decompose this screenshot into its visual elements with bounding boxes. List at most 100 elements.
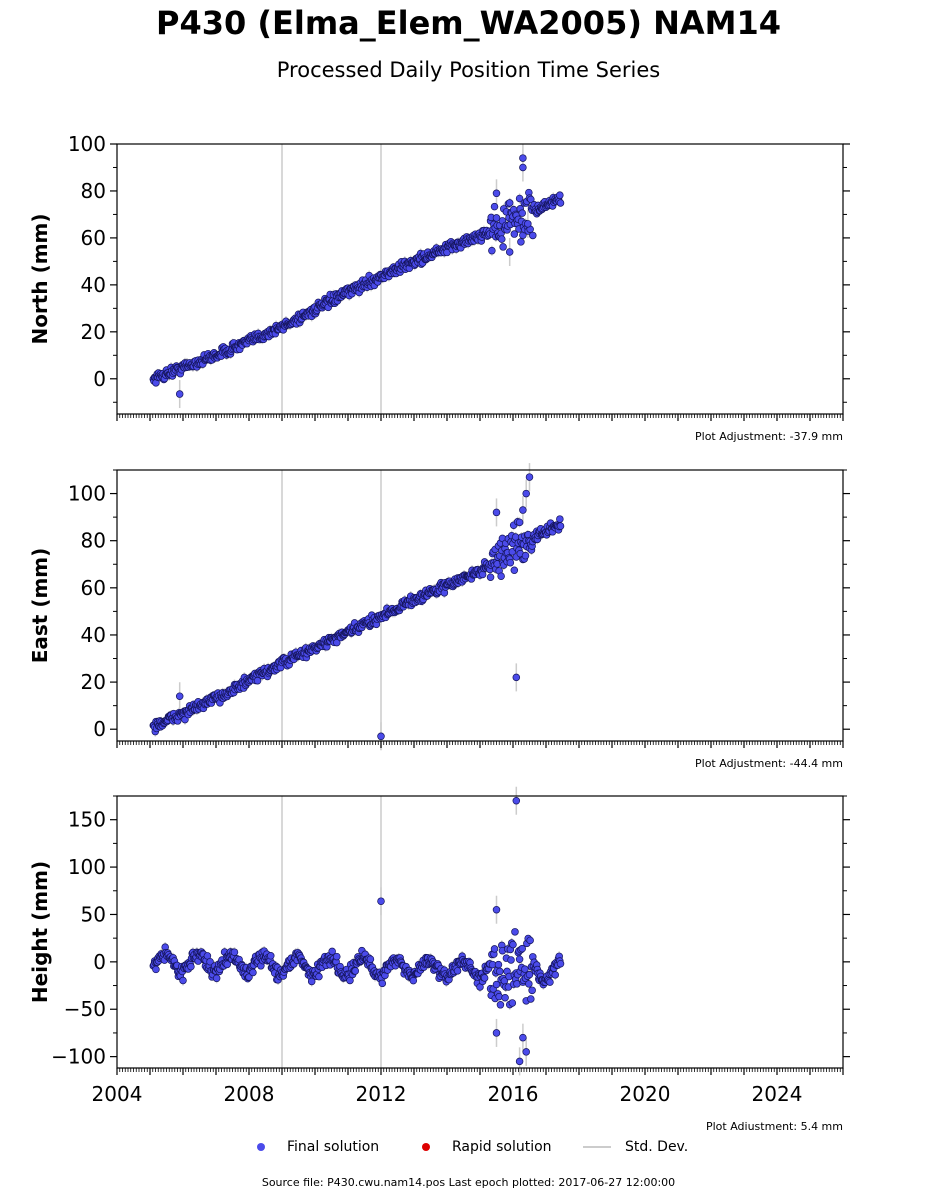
data-point [333, 952, 341, 961]
y-tick-label: 50 [81, 902, 106, 926]
y-tick-label: 100 [68, 482, 106, 506]
data-point [478, 570, 487, 579]
data-point [223, 960, 231, 969]
plot-frame [116, 143, 844, 415]
legend-final: Final solution [257, 1137, 379, 1157]
panel-0: 0 20 40 60 80 100 North (mm) Plot Adjustment: -… [28, 132, 850, 443]
y-axis-label: East (mm) [28, 548, 52, 664]
y-tick-label: 100 [68, 132, 106, 156]
data-point [521, 551, 530, 560]
data-point [556, 522, 565, 530]
data-point [486, 573, 495, 581]
data-point [512, 796, 521, 805]
data-point [508, 999, 517, 1007]
data-point [179, 976, 187, 985]
timeseries-plots: 0 20 40 60 80 100 North (mm) Plot Adjustment: -… [28, 132, 850, 1130]
data-point [351, 967, 360, 975]
data-point [492, 1029, 501, 1037]
data-point [249, 968, 257, 977]
std-dev-line-marker [583, 1146, 611, 1148]
data-point [518, 944, 526, 953]
data-point [527, 195, 535, 204]
data-point [490, 202, 499, 211]
data-point [494, 960, 503, 969]
rapid-solution-marker [422, 1143, 430, 1151]
data-point [492, 980, 501, 989]
data-point [409, 976, 418, 985]
x-tick-label: 2024 [752, 1082, 803, 1106]
data-point [453, 967, 462, 975]
data-point [505, 199, 514, 207]
data-point [480, 974, 489, 982]
data-point [206, 957, 214, 966]
data-point [518, 209, 526, 217]
plot-frame [116, 795, 844, 1069]
data-point [519, 163, 527, 172]
data-point [556, 191, 564, 199]
plot-adjustment-label: Plot Adjustment: -44.4 mm [695, 757, 843, 770]
data-point [522, 1048, 530, 1056]
data-point [525, 473, 534, 481]
data-point [515, 518, 524, 527]
panel-1: 0 20 40 60 80 100 East (mm) Plot Adjustment: -4… [28, 463, 850, 770]
data-point [556, 199, 565, 207]
data-point [526, 936, 534, 945]
y-tick-label: 40 [81, 273, 106, 297]
data-point [328, 947, 336, 956]
x-tick-label: 2016 [488, 1082, 539, 1106]
y-tick-label: 80 [81, 529, 106, 553]
legend-rapid: Rapid solution [422, 1137, 552, 1157]
y-tick-label: 80 [81, 179, 106, 203]
data-point [175, 692, 184, 700]
data-point [366, 955, 375, 963]
y-tick-label: 60 [81, 576, 106, 600]
source-footer: Source file: P430.cwu.nam14.pos Last epo… [261, 1176, 676, 1189]
y-tick-label: 20 [81, 670, 106, 694]
data-point [490, 945, 499, 953]
final-solution-marker [257, 1143, 265, 1151]
y-tick-label: 40 [81, 623, 106, 647]
y-tick-label: −50 [64, 997, 106, 1021]
data-point [515, 1057, 524, 1066]
chart-title: P430 (Elma_Elem_WA2005) NAM14 [155, 4, 782, 42]
data-point [488, 246, 496, 255]
data-point [524, 220, 532, 228]
data-point [525, 980, 533, 988]
data-point [529, 231, 537, 240]
data-point [497, 572, 505, 580]
data-point [507, 956, 515, 964]
data-point [496, 1001, 505, 1009]
data-point [496, 967, 504, 976]
data-point [501, 994, 509, 1002]
data-point [509, 940, 517, 949]
data-point [267, 952, 275, 960]
data-point [519, 506, 527, 514]
data-point [515, 955, 524, 963]
data-point [492, 214, 501, 222]
y-tick-label: 0 [93, 717, 106, 741]
x-tick-label: 2012 [356, 1082, 407, 1106]
data-point [510, 230, 519, 238]
data-point [377, 897, 385, 905]
legend-stddev-label: Std. Dev. [625, 1139, 689, 1155]
y-axis-label: Height (mm) [28, 861, 52, 1003]
data-point [212, 974, 221, 983]
plot-adjustment-label: Plot Adjustment: -37.9 mm [695, 430, 843, 443]
data-point [515, 194, 524, 203]
panel-2: −100 −50 0 50 100 150 2004 2008 2012 2016 2020 2024… [28, 786, 850, 1130]
y-tick-label: 0 [93, 950, 106, 974]
data-point [175, 390, 184, 398]
data-point [528, 986, 536, 995]
data-point [498, 235, 506, 243]
x-tick-label: 2020 [620, 1082, 671, 1106]
data-point [230, 948, 239, 956]
data-point [187, 962, 195, 971]
data-point [556, 959, 565, 968]
data-point [499, 243, 507, 251]
data-point [510, 566, 519, 575]
legend: Final solution Rapid solution Std. Dev. [0, 1137, 937, 1159]
data-point [519, 1033, 527, 1042]
data-point [377, 732, 385, 741]
data-point [551, 971, 559, 979]
legend-stddev: Std. Dev. [583, 1137, 688, 1157]
